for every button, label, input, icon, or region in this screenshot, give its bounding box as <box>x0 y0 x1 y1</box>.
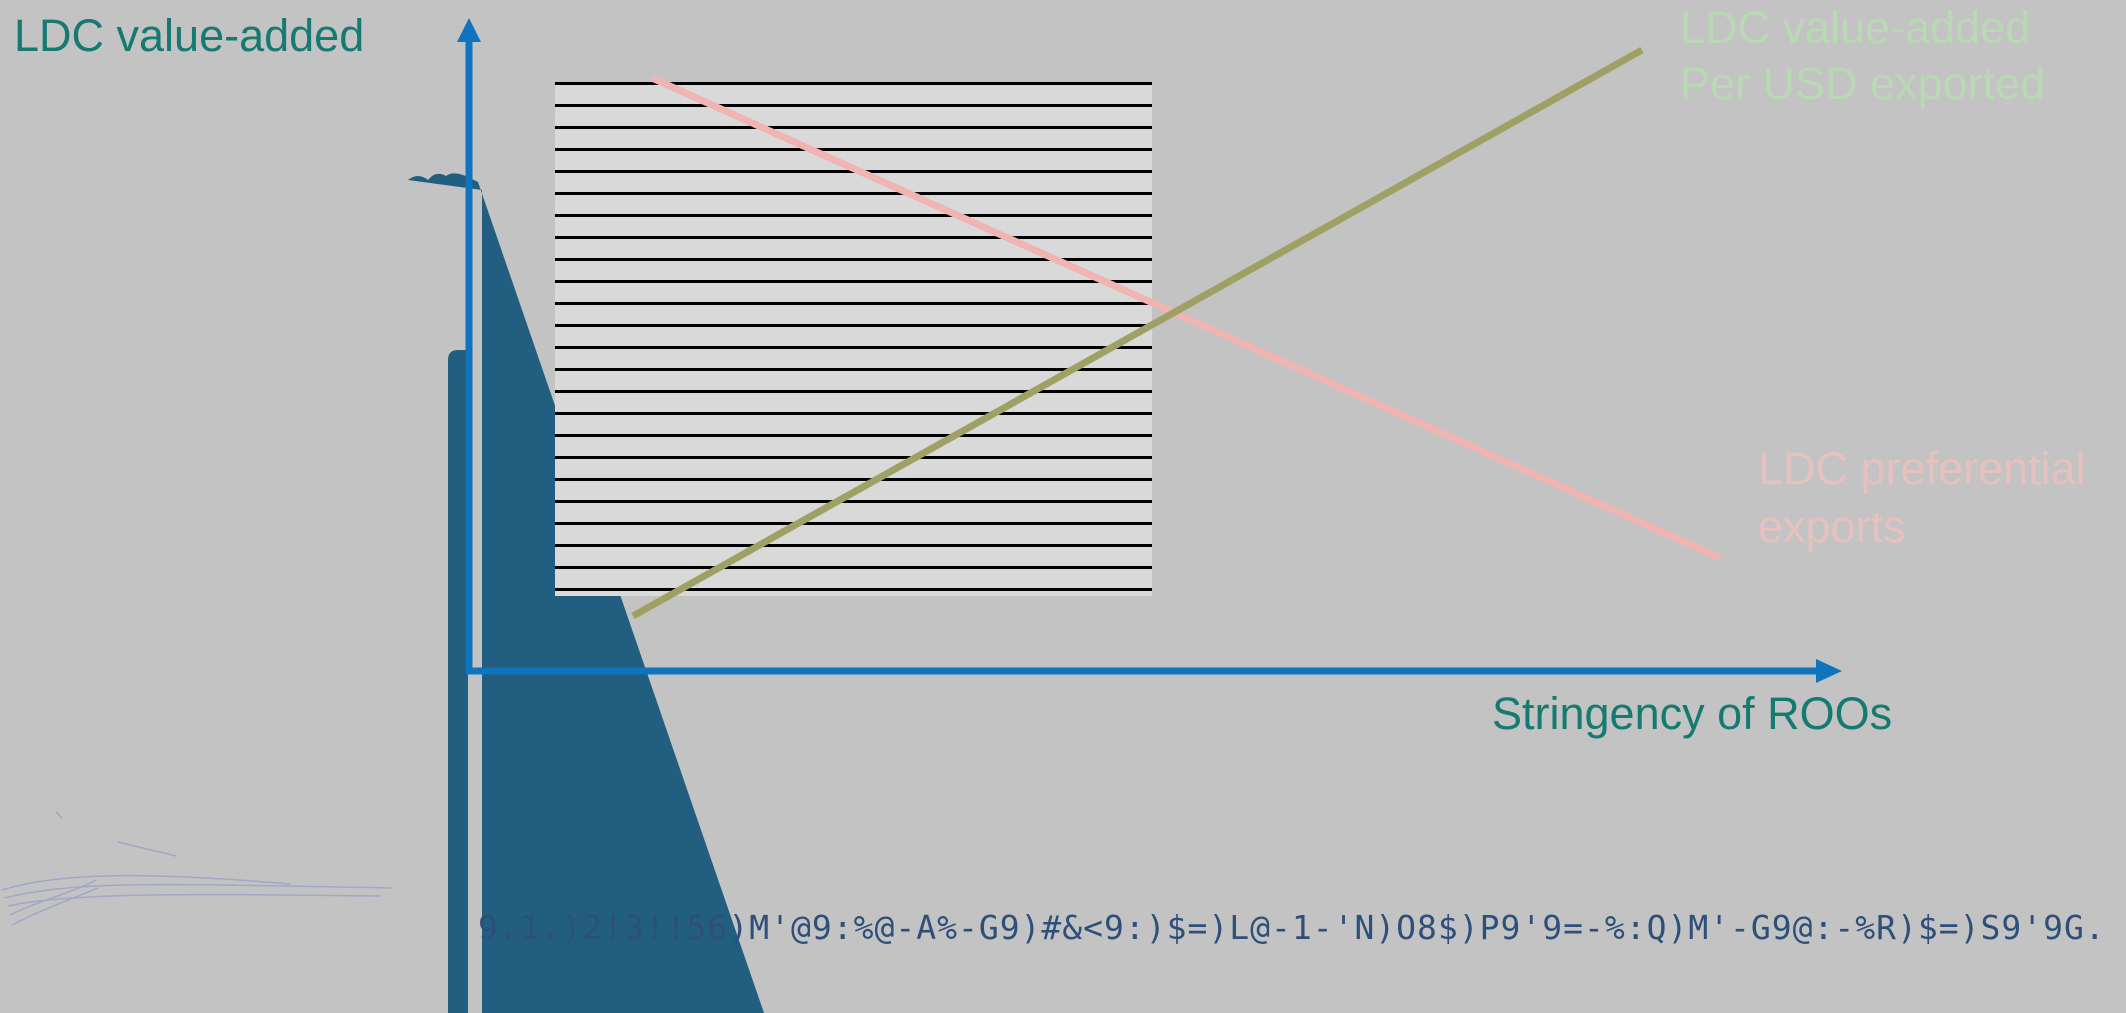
value-added-label-line-2: Per USD exported <box>1680 58 2046 109</box>
faded-logo-mark <box>1 811 393 926</box>
value-added-series-label: LDC value-added Per USD exported <box>1680 0 2045 112</box>
y-axis-title: LDC value-added <box>14 10 365 61</box>
preferential-exports-label-line-1: LDC preferential <box>1758 443 2086 494</box>
preferential-exports-series-label: LDC preferential exports <box>1758 440 2086 556</box>
footer-garbled-text: 9.1.)2!3!!56)M'@9:%@-A%-G9)#&<9:)$=)L@-1… <box>478 908 2106 947</box>
dark-bar-shape <box>448 350 468 1013</box>
hatched-region <box>555 82 1152 596</box>
value-added-label-line-1: LDC value-added <box>1680 2 2031 53</box>
x-axis-title: Stringency of ROOs <box>1492 688 1893 739</box>
x-axis-arrowhead <box>1816 659 1842 683</box>
preferential-exports-line <box>650 74 1722 562</box>
value-added-line <box>631 46 1644 620</box>
preferential-exports-label-line-2: exports <box>1758 501 1906 552</box>
hatched-notch <box>540 518 555 598</box>
y-axis-arrowhead <box>457 18 481 42</box>
